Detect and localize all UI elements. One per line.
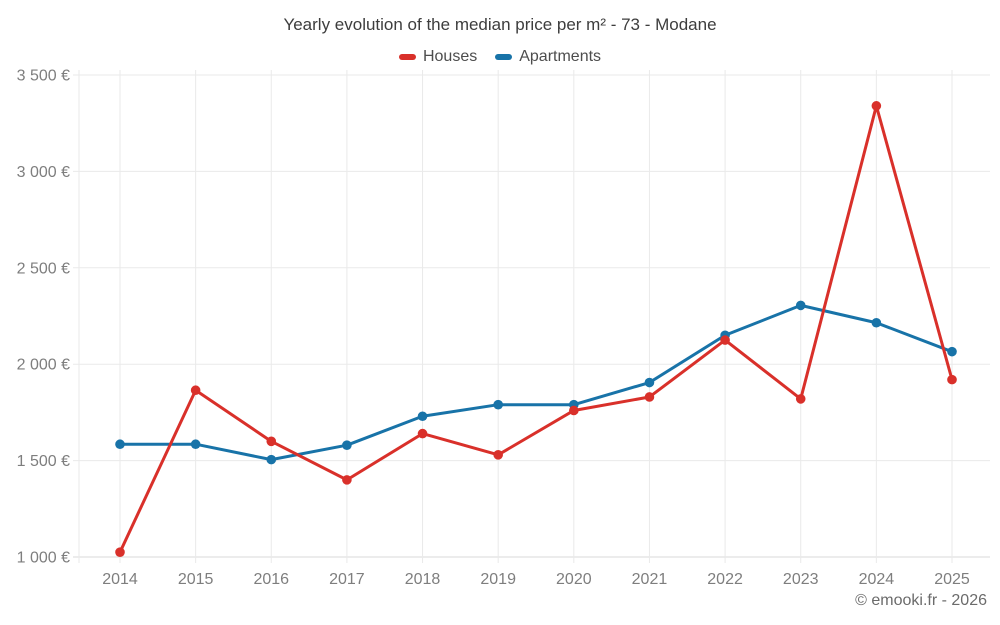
data-point-houses-2023[interactable] [795,394,806,404]
chart-title: Yearly evolution of the median price per… [283,15,717,34]
data-point-apartments-2017[interactable] [342,440,352,450]
x-axis-tick-label: 2014 [102,571,138,588]
data-point-houses-2021[interactable] [644,392,655,402]
data-point-houses-2024[interactable] [871,101,882,111]
y-axis-tick-label: 3 000 € [17,164,70,181]
x-axis-tick-label: 2019 [480,571,516,588]
series-line-apartments[interactable] [118,303,954,462]
data-point-houses-2018[interactable] [417,428,428,439]
credit-link[interactable]: © emooki.fr - 2026 [855,592,987,609]
data-point-apartments-2015[interactable] [190,439,201,450]
data-point-apartments-2023[interactable] [795,300,806,311]
legend-label-apartments: Apartments [519,48,602,65]
data-point-apartments-2025[interactable] [947,346,957,357]
data-point-apartments-2016[interactable] [266,454,277,465]
data-point-houses-2014[interactable] [115,547,125,557]
legend-label-houses: Houses [422,48,478,65]
legend-item-apartments[interactable]: Apartments [495,48,601,66]
data-point-apartments-2019[interactable] [493,399,503,410]
data-point-houses-2016[interactable] [266,436,277,447]
data-point-houses-2022[interactable] [720,335,730,345]
x-axis-tick-label: 2023 [783,571,819,588]
x-axis-tick-label: 2024 [859,571,895,588]
x-axis-tick-label: 2022 [707,571,743,588]
data-point-houses-2025[interactable] [947,374,957,385]
data-point-houses-2019[interactable] [493,450,503,460]
chart-legend: Houses Apartments [0,46,1000,68]
y-axis-tick-label: 2 000 € [17,357,70,374]
data-point-apartments-2018[interactable] [417,411,428,422]
data-point-apartments-2021[interactable] [644,377,655,388]
houses-series-swatch [398,54,416,60]
x-axis-tick-label: 2016 [253,571,289,588]
data-point-apartments-2014[interactable] [115,439,125,450]
series-line-houses[interactable] [118,104,954,554]
legend-item-houses[interactable]: Houses [398,48,478,66]
data-point-apartments-2024[interactable] [871,317,882,328]
x-axis-tick-label: 2025 [934,571,970,588]
y-axis-tick-label: 1 000 € [17,550,70,567]
y-axis-tick-label: 1 500 € [17,453,70,470]
x-axis-tick-label: 2021 [632,571,668,588]
x-axis-tick-label: 2018 [405,571,441,588]
apartments-series-swatch [495,54,513,60]
x-axis-tick-label: 2020 [556,571,592,588]
y-axis-tick-label: 3 500 € [17,68,70,85]
x-axis-tick-label: 2015 [178,571,214,588]
x-axis-tick-label: 2017 [329,571,365,588]
data-point-houses-2015[interactable] [190,385,201,396]
data-point-houses-2020[interactable] [569,405,579,416]
data-point-houses-2017[interactable] [342,475,352,485]
y-axis-tick-label: 2 500 € [17,260,70,277]
